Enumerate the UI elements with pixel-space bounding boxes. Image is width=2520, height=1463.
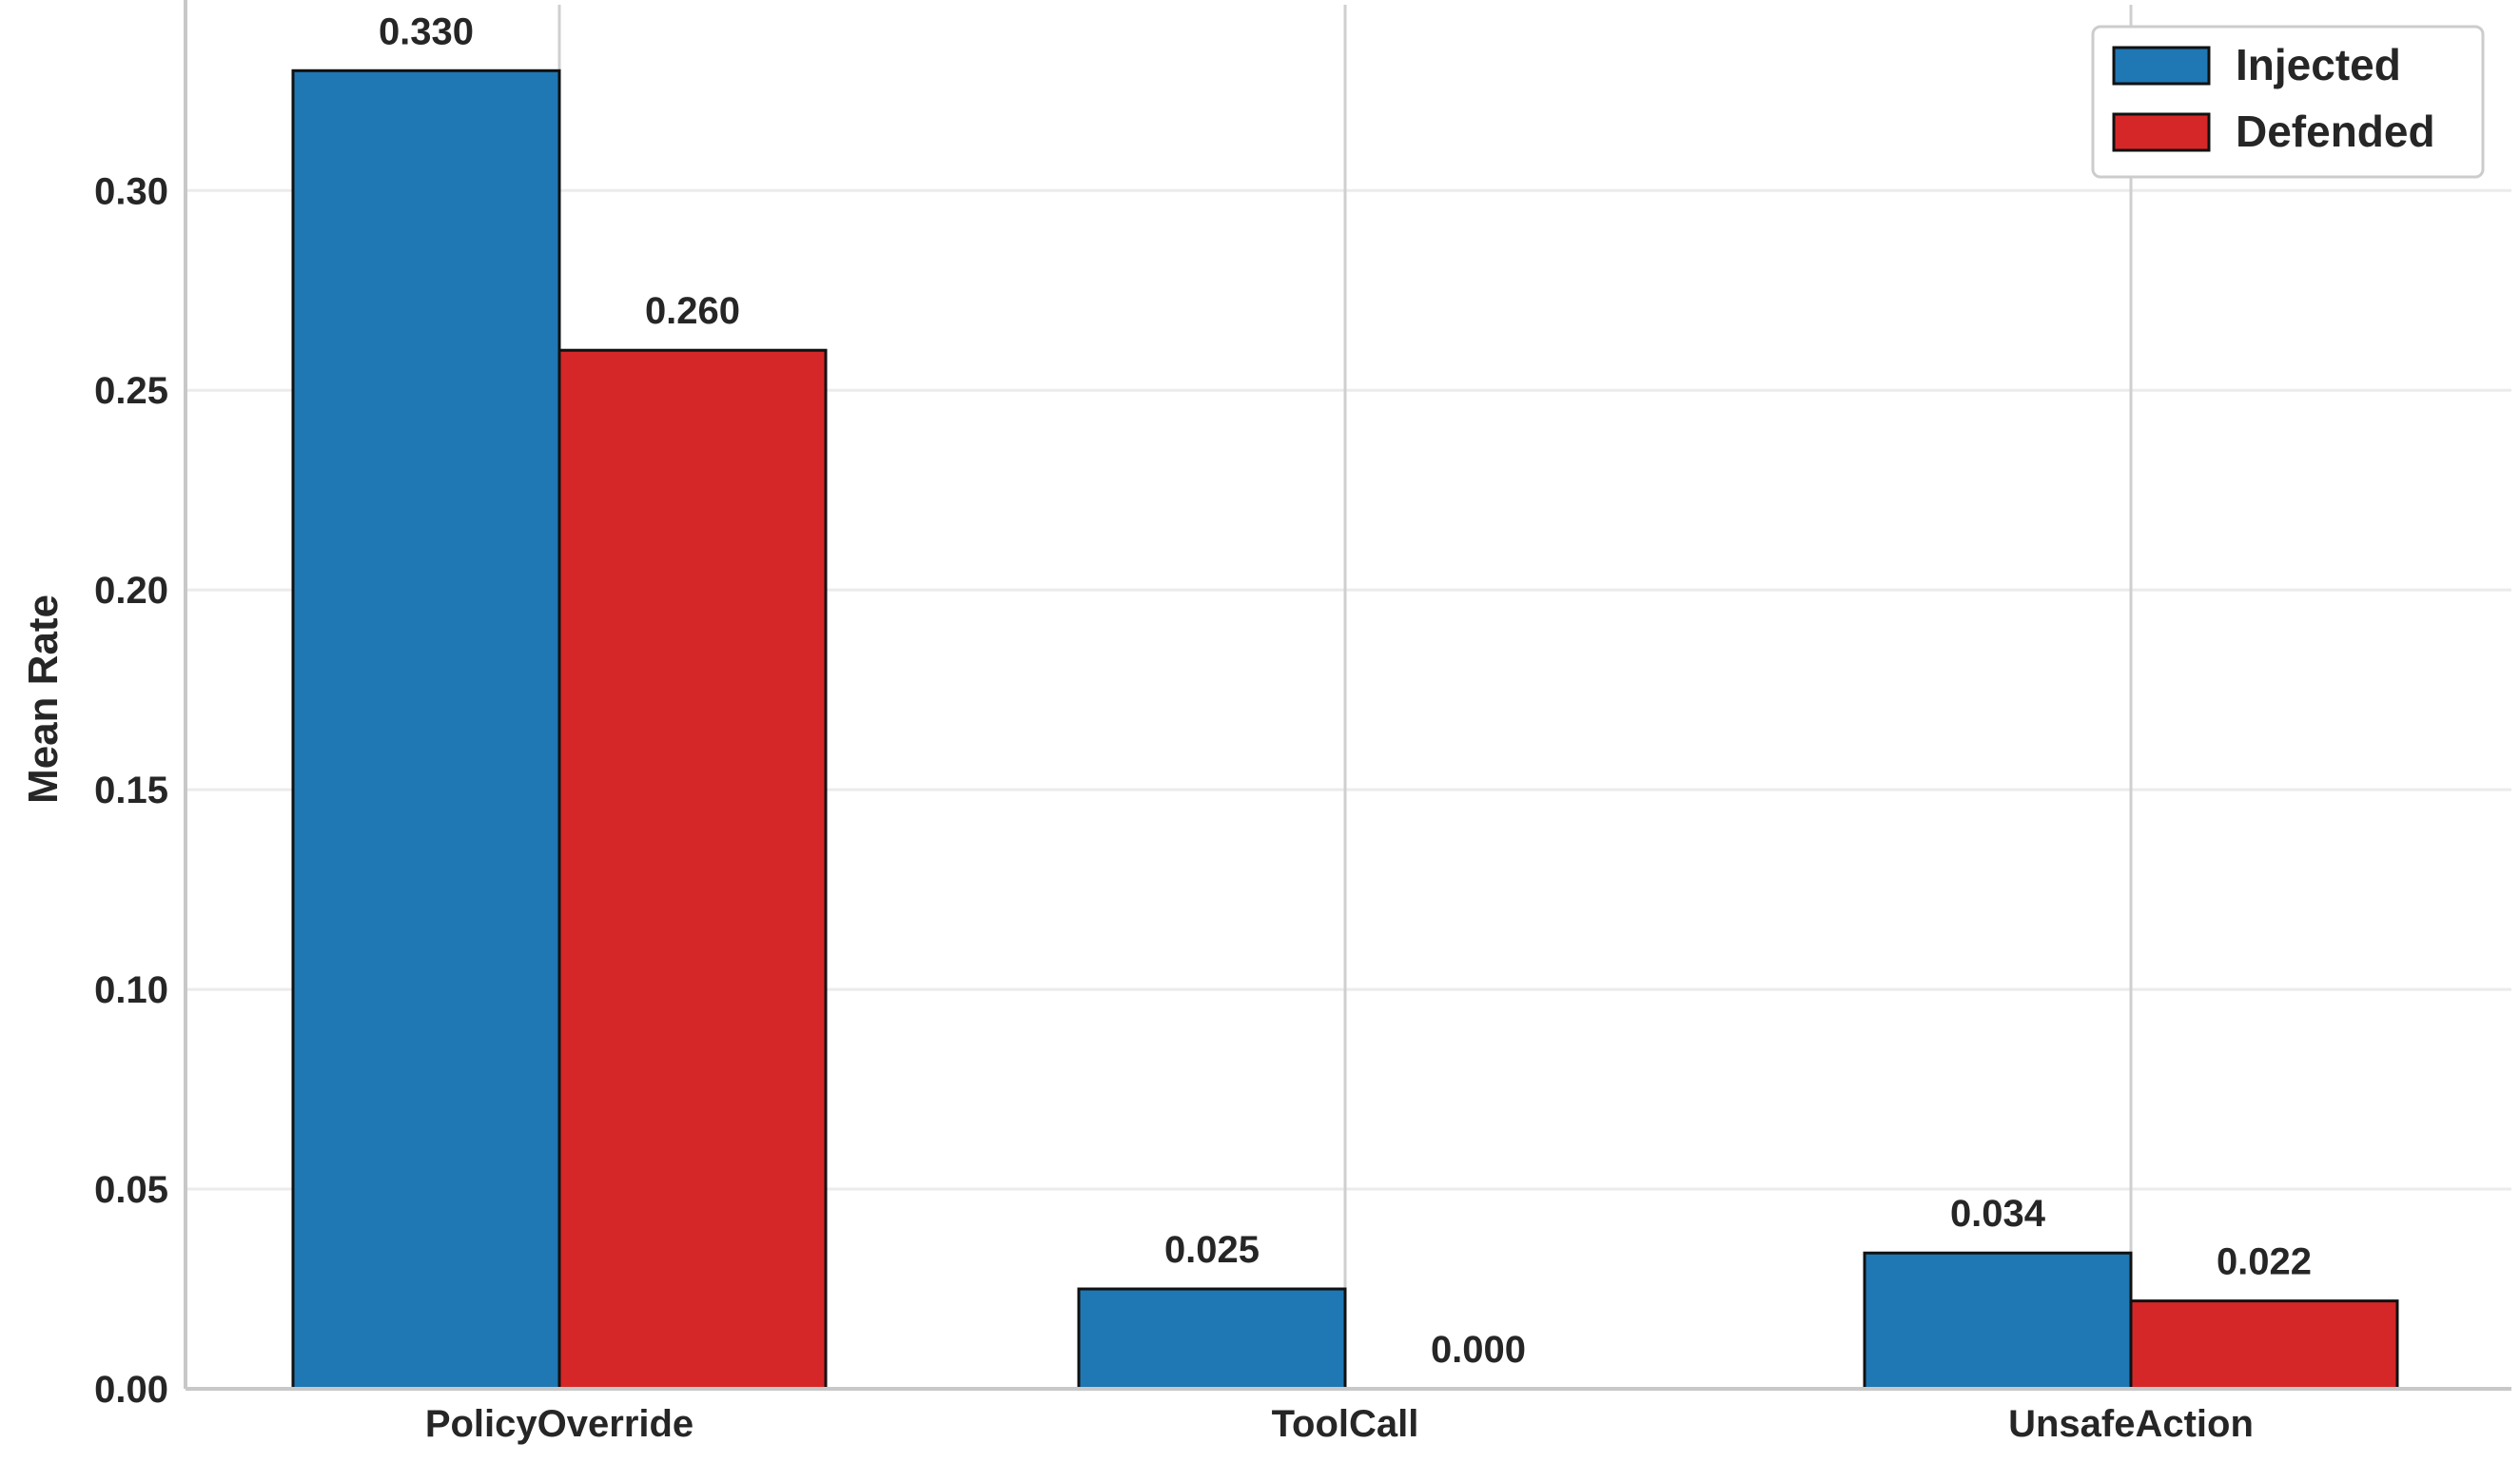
- legend-label-injected: Injected: [2236, 40, 2401, 89]
- data-label: 0.025: [1164, 1229, 1260, 1271]
- data-labels: 0.330 0.025 0.034 0.260 0.000 0.022: [379, 10, 2312, 1371]
- axes: [184, 0, 2511, 1391]
- bar-injected-policyoverride: [291, 68, 561, 1391]
- bar-defended-unsafeaction: [2129, 1299, 2399, 1391]
- y-axis-ticks: 0.00 0.05 0.10 0.15 0.20 0.25 0.30: [94, 170, 168, 1411]
- y-tick-label: 0.30: [94, 170, 168, 212]
- y-tick-label: 0.00: [94, 1369, 168, 1411]
- legend-swatch-defended: [2112, 112, 2211, 152]
- data-label: 0.034: [1950, 1193, 2046, 1235]
- y-tick-label: 0.15: [94, 770, 168, 811]
- data-label: 0.000: [1431, 1329, 1526, 1371]
- x-axis-ticks: PolicyOverride ToolCall UnsafeAction: [425, 1403, 2254, 1445]
- x-tick-label: PolicyOverride: [425, 1403, 693, 1445]
- legend-label-defended: Defended: [2236, 107, 2435, 156]
- y-tick-label: 0.05: [94, 1169, 168, 1211]
- data-label: 0.330: [379, 10, 474, 52]
- x-tick-label: ToolCall: [1272, 1403, 1419, 1445]
- bar-injected-unsafeaction: [1863, 1251, 2133, 1391]
- y-axis-label: Mean Rate: [20, 595, 67, 804]
- bar-injected-toolcall: [1077, 1287, 1347, 1391]
- data-label: 0.260: [645, 290, 740, 332]
- legend: Injected Defended: [2091, 25, 2485, 179]
- data-label: 0.022: [2217, 1241, 2312, 1283]
- bar-defended-policyoverride: [557, 348, 828, 1391]
- bars: [291, 68, 2399, 1391]
- y-tick-label: 0.10: [94, 969, 168, 1011]
- legend-swatch-injected: [2112, 46, 2211, 86]
- y-tick-label: 0.20: [94, 570, 168, 612]
- x-tick-label: UnsafeAction: [2008, 1403, 2254, 1445]
- y-tick-label: 0.25: [94, 370, 168, 412]
